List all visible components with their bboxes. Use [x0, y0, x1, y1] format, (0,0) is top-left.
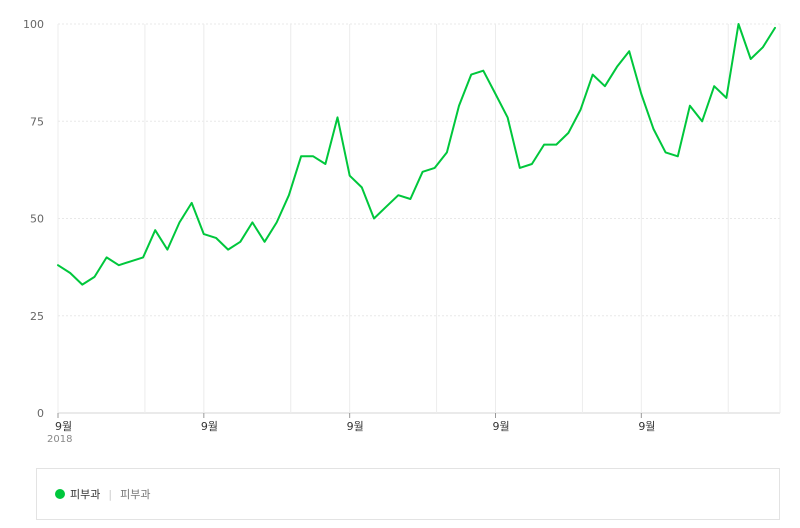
legend-separator: |	[108, 487, 113, 501]
data-point[interactable]	[152, 227, 158, 233]
data-point[interactable]	[772, 25, 778, 31]
data-point[interactable]	[347, 173, 353, 179]
data-point[interactable]	[383, 204, 389, 210]
data-point[interactable]	[626, 48, 632, 54]
data-point[interactable]	[553, 142, 559, 148]
x-tick-label: 9월	[55, 420, 72, 433]
data-point[interactable]	[335, 114, 341, 120]
data-point[interactable]	[177, 219, 183, 225]
data-point[interactable]	[79, 282, 85, 288]
data-point[interactable]	[456, 103, 462, 109]
y-tick-label: 100	[23, 18, 44, 31]
data-point[interactable]	[237, 239, 243, 245]
data-point[interactable]	[565, 130, 571, 136]
data-point[interactable]	[517, 165, 523, 171]
data-point[interactable]	[359, 184, 365, 190]
legend-series-label[interactable]: 피부과	[70, 488, 101, 501]
data-point[interactable]	[748, 56, 754, 62]
data-point[interactable]	[310, 153, 316, 159]
data-point[interactable]	[274, 219, 280, 225]
data-point[interactable]	[67, 270, 73, 276]
data-point[interactable]	[55, 262, 61, 268]
data-point[interactable]	[201, 231, 207, 237]
data-point[interactable]	[723, 95, 729, 101]
data-point[interactable]	[420, 169, 426, 175]
y-tick-label: 25	[30, 310, 44, 323]
data-point[interactable]	[638, 91, 644, 97]
data-point[interactable]	[663, 149, 669, 155]
x-tick-label: 9월	[638, 420, 655, 433]
data-point[interactable]	[541, 142, 547, 148]
data-point[interactable]	[286, 192, 292, 198]
data-point[interactable]	[480, 68, 486, 74]
x-tick-label: 9월	[492, 420, 509, 433]
data-point[interactable]	[736, 21, 742, 27]
data-point[interactable]	[213, 235, 219, 241]
data-point[interactable]	[225, 247, 231, 253]
x-tick-label: 9월	[347, 420, 364, 433]
data-point[interactable]	[711, 83, 717, 89]
y-tick-label: 75	[30, 115, 44, 128]
data-point[interactable]	[432, 165, 438, 171]
data-point[interactable]	[407, 196, 413, 202]
data-point[interactable]	[140, 254, 146, 260]
data-point[interactable]	[371, 216, 377, 222]
series-layer	[55, 21, 778, 288]
legend: 피부과 | 피부과	[36, 468, 780, 520]
data-point[interactable]	[675, 153, 681, 159]
legend-dot-icon[interactable]	[55, 489, 65, 499]
y-tick-label: 0	[37, 407, 44, 420]
data-point[interactable]	[189, 200, 195, 206]
x-year-label: 2018	[47, 434, 72, 445]
grid-lines	[57, 23, 781, 414]
data-point[interactable]	[578, 107, 584, 113]
data-point[interactable]	[249, 219, 255, 225]
data-point[interactable]	[128, 258, 134, 264]
data-point[interactable]	[91, 274, 97, 280]
data-point[interactable]	[444, 149, 450, 155]
data-point[interactable]	[468, 72, 474, 78]
data-point[interactable]	[699, 118, 705, 124]
legend-sub-label: 피부과	[120, 488, 151, 501]
data-point[interactable]	[602, 83, 608, 89]
data-point[interactable]	[614, 64, 620, 70]
data-point[interactable]	[322, 161, 328, 167]
data-point[interactable]	[395, 192, 401, 198]
data-point[interactable]	[262, 239, 268, 245]
data-point[interactable]	[590, 72, 596, 78]
data-point[interactable]	[760, 44, 766, 50]
x-tick-label: 9월	[201, 420, 218, 433]
y-tick-label: 50	[30, 213, 44, 226]
data-point[interactable]	[505, 114, 511, 120]
data-point[interactable]	[298, 153, 304, 159]
data-point[interactable]	[104, 254, 110, 260]
data-point[interactable]	[116, 262, 122, 268]
data-point[interactable]	[650, 126, 656, 132]
data-point[interactable]	[529, 161, 535, 167]
data-point[interactable]	[492, 91, 498, 97]
series-line[interactable]	[57, 23, 776, 286]
data-point[interactable]	[164, 247, 170, 253]
data-point[interactable]	[687, 103, 693, 109]
